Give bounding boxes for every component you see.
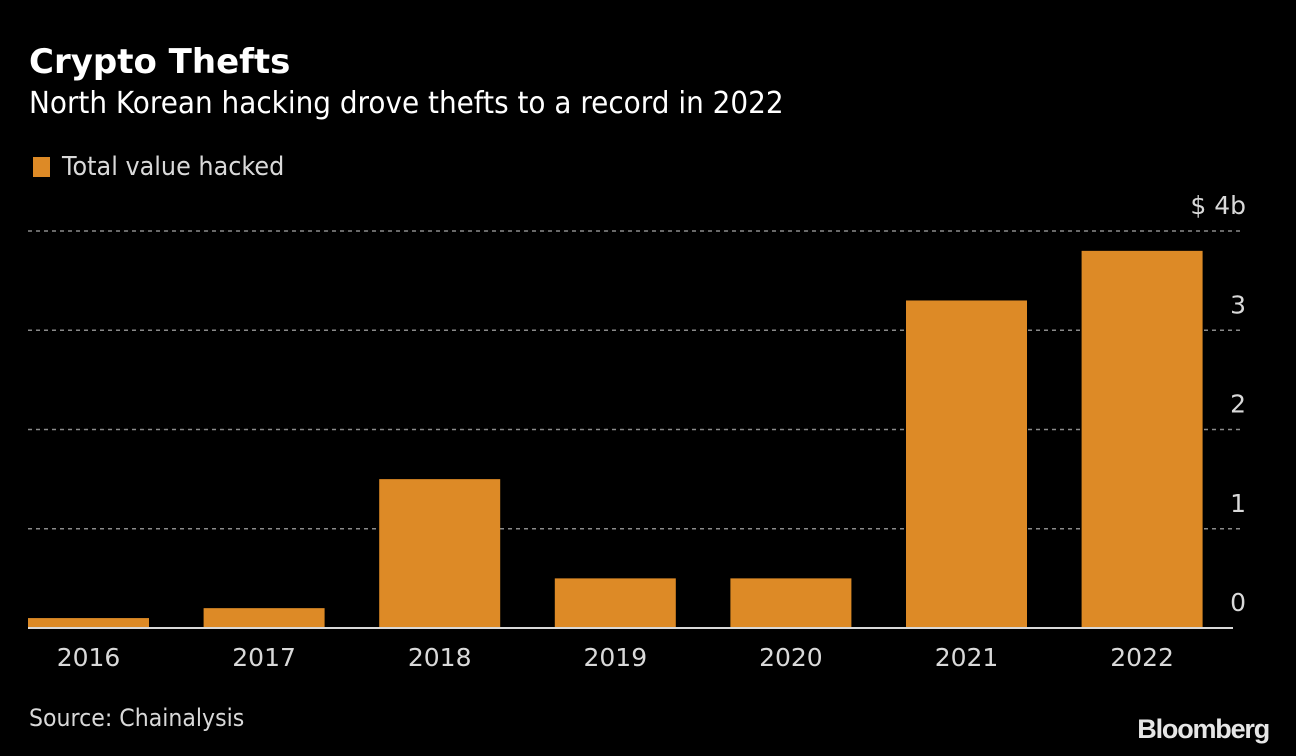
legend-swatch	[33, 157, 50, 177]
x-tick-label: 2022	[1110, 643, 1174, 672]
axes: 0 1 2 3 $ 4b 2016 2017 2018 2019 2020 2021 2022	[28, 191, 1246, 672]
x-tick-label: 2016	[57, 643, 121, 672]
source-note: Source: Chainalysis	[29, 704, 245, 732]
bar-2016	[28, 618, 149, 628]
x-tick-label: 2019	[583, 643, 647, 672]
x-tick-label: 2017	[232, 643, 296, 672]
x-tick-label: 2021	[935, 643, 999, 672]
chart-subtitle: North Korean hacking drove thefts to a r…	[29, 86, 784, 121]
bar-chart: 0 1 2 3 $ 4b 2016 2017 2018 2019 2020 2021 2022	[28, 191, 1246, 672]
x-tick-label: 2020	[759, 643, 823, 672]
legend: Total value hacked	[33, 150, 304, 184]
y-tick-label: $ 4b	[1190, 191, 1246, 220]
gridlines	[28, 230, 1243, 530]
bar-2018	[379, 479, 501, 628]
chart-title: Crypto Thefts	[29, 42, 291, 82]
bars	[28, 250, 1203, 628]
bloomberg-logo: Bloomberg	[1137, 714, 1270, 744]
bar-2021	[906, 300, 1027, 628]
bar-2022	[1081, 250, 1203, 628]
y-tick-label: 2	[1230, 390, 1246, 419]
y-tick-label: 0	[1230, 588, 1246, 617]
legend-label: Total value hacked	[62, 152, 285, 182]
bar-2019	[554, 578, 676, 628]
bar-2020	[730, 578, 852, 628]
y-tick-label: 1	[1230, 489, 1246, 518]
x-tick-label: 2018	[408, 643, 472, 672]
y-tick-label: 3	[1230, 290, 1246, 319]
bar-2017	[203, 608, 325, 628]
